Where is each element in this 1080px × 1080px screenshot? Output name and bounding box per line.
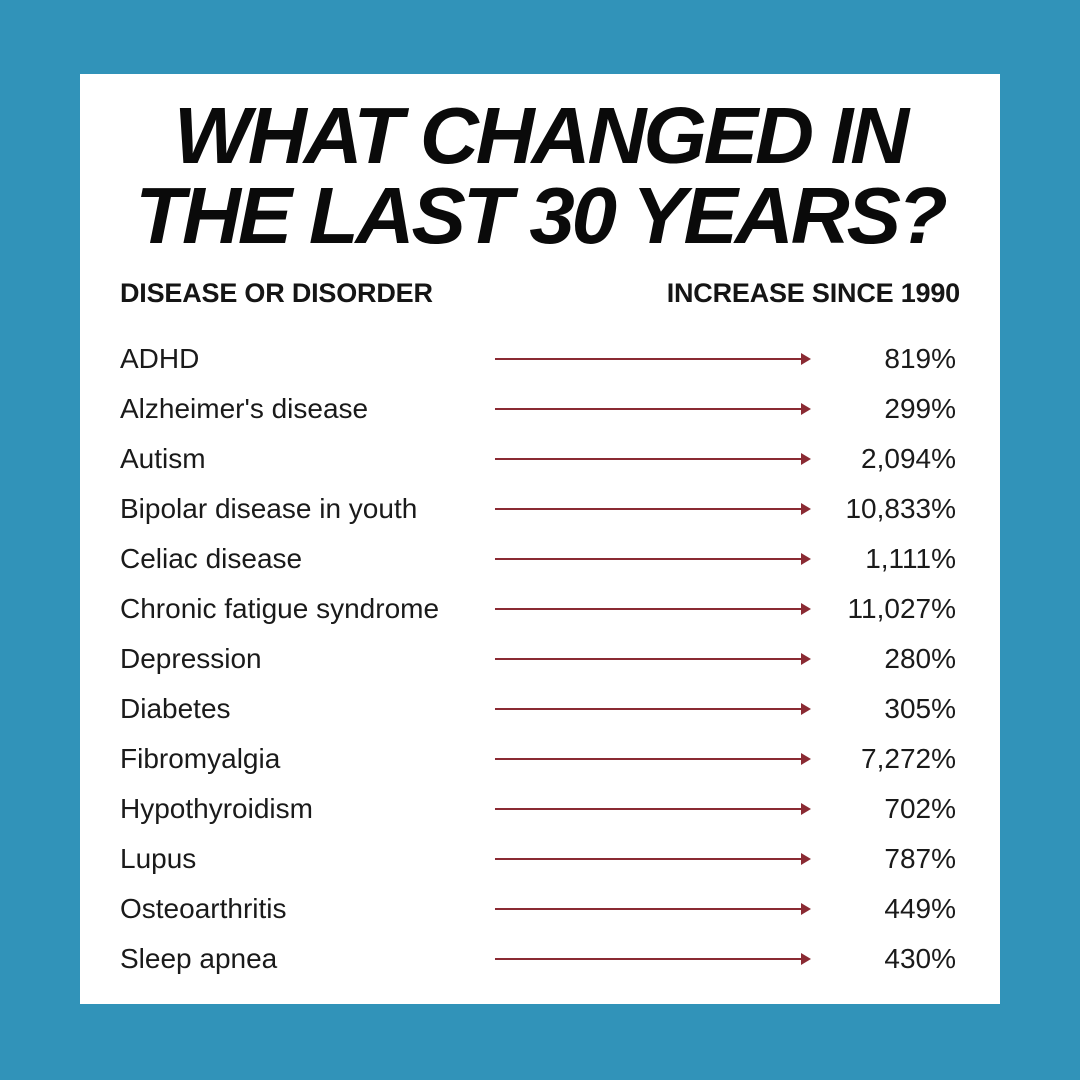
disease-label: ADHD [120,343,200,374]
disease-label: Fibromyalgia [120,743,281,774]
list-item: Depression 280% [80,634,1000,684]
arrow-icon [495,753,811,765]
increase-value: 2,094% [861,443,956,474]
list-item: Sleep apnea 430% [80,934,1000,984]
disease-label: Autism [120,443,206,474]
disease-label: Lupus [120,843,197,874]
list-item: Alzheimer's disease 299% [80,384,1000,434]
increase-value: 305% [884,693,956,724]
arrow-icon [495,703,811,715]
list-item: Osteoarthritis 449% [80,884,1000,934]
disease-label: Celiac disease [120,543,303,574]
increase-value: 1,111% [865,543,956,574]
arrow-icon [495,403,811,415]
increase-value: 10,833% [845,493,956,524]
list-item: Lupus 787% [80,834,1000,884]
increase-value: 430% [884,943,956,974]
increase-value: 787% [884,843,956,874]
disease-label: Alzheimer's disease [120,393,369,424]
list-item: Celiac disease 1,111% [80,534,1000,584]
arrow-icon [495,953,811,965]
arrow-icon [495,653,811,665]
increase-value: 819% [884,343,956,374]
column-header-disease: DISEASE OR DISORDER [120,278,433,308]
title-line-1: WHAT CHANGED IN [173,91,909,180]
arrow-icon [495,803,811,815]
increase-value: 449% [884,893,956,924]
arrow-icon [495,853,811,865]
disease-label: Hypothyroidism [120,793,313,824]
column-header-increase: INCREASE SINCE 1990 [666,278,961,308]
disease-label: Bipolar disease in youth [120,493,418,524]
increase-value: 280% [884,643,956,674]
increase-value: 7,272% [861,743,956,774]
disease-label: Chronic fatigue syndrome [120,593,440,624]
title-line-2: THE LAST 30 YEARS? [135,171,948,260]
increase-value: 702% [884,793,956,824]
disease-label: Diabetes [120,693,231,724]
arrow-icon [495,353,811,365]
arrow-icon [495,903,811,915]
disease-label: Depression [120,643,262,674]
list-item: Diabetes 305% [80,684,1000,734]
list-item: Hypothyroidism 702% [80,784,1000,834]
list-item: ADHD 819% [80,334,1000,384]
disease-label: Sleep apnea [120,943,278,974]
disease-label: Osteoarthritis [120,893,287,924]
arrow-icon [495,553,811,565]
arrow-icon [495,503,811,515]
list-item: Fibromyalgia 7,272% [80,734,1000,784]
list-item: Autism 2,094% [80,434,1000,484]
list-item: Chronic fatigue syndrome 11,027% [80,584,1000,634]
arrow-icon [495,453,811,465]
increase-value: 11,027% [847,593,956,624]
list-item: Bipolar disease in youth 10,833% [80,484,1000,534]
arrow-icon [495,603,811,615]
infographic-card: WHAT CHANGED IN THE LAST 30 YEARS? DISEA… [80,74,1000,1004]
increase-value: 299% [884,393,956,424]
